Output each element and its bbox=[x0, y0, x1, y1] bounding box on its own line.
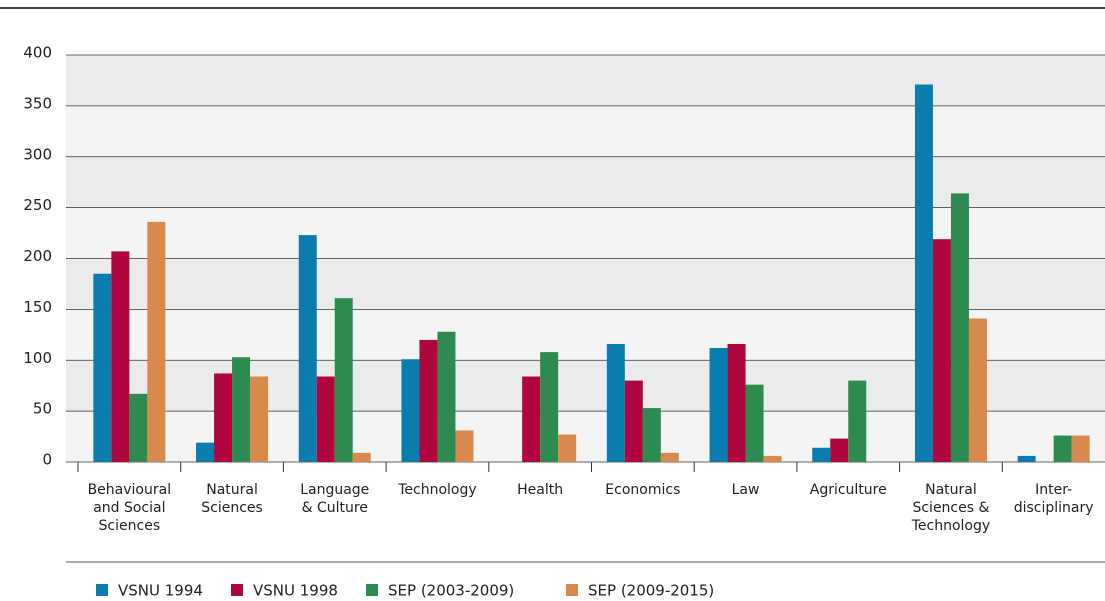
bar bbox=[968, 318, 987, 462]
y-tick-label: 400 bbox=[23, 44, 52, 62]
plot-band bbox=[66, 105, 1105, 157]
bar bbox=[455, 430, 474, 462]
legend-swatch bbox=[96, 584, 108, 596]
bar bbox=[830, 438, 849, 462]
bar bbox=[250, 376, 269, 462]
y-tick-label: 300 bbox=[23, 145, 52, 163]
bar bbox=[727, 343, 746, 462]
bar bbox=[419, 339, 438, 462]
bar bbox=[1053, 435, 1072, 462]
legend-swatch bbox=[566, 584, 578, 596]
bar bbox=[606, 343, 625, 462]
y-tick-label: 150 bbox=[23, 298, 52, 316]
x-tick-label: Natural Sciences bbox=[201, 482, 263, 516]
x-tick-label: Inter-disciplinary bbox=[1014, 482, 1094, 516]
legend-label: VSNU 1994 bbox=[118, 582, 203, 600]
x-tick-label: Economics bbox=[605, 482, 680, 498]
bar bbox=[624, 380, 643, 462]
bar bbox=[1017, 455, 1036, 462]
plot-band bbox=[66, 156, 1105, 208]
x-tick-label: Behavioural and Social Sciences bbox=[88, 482, 172, 534]
x-tick-label: Agriculture bbox=[810, 482, 887, 498]
bar bbox=[745, 384, 764, 462]
bar bbox=[334, 298, 353, 462]
bar bbox=[763, 455, 782, 462]
y-tick-label: 0 bbox=[42, 451, 52, 469]
bar bbox=[129, 393, 148, 462]
bar bbox=[848, 380, 867, 462]
bar bbox=[352, 452, 371, 462]
legend-swatch bbox=[366, 584, 378, 596]
bar bbox=[914, 84, 933, 462]
legend-label: SEP (2003-2009) bbox=[388, 582, 514, 600]
bar bbox=[709, 348, 728, 462]
x-tick-label: Natural Sciences & Technology bbox=[911, 482, 990, 534]
bar bbox=[111, 251, 130, 462]
bar bbox=[812, 447, 831, 462]
bar bbox=[540, 352, 559, 462]
bar bbox=[232, 357, 251, 462]
x-tick-label: Language & Culture bbox=[300, 482, 369, 516]
y-tick-label: 100 bbox=[23, 349, 52, 367]
bar bbox=[196, 442, 215, 462]
x-tick-label: Health bbox=[517, 482, 563, 498]
y-tick-label: 50 bbox=[33, 400, 52, 418]
y-tick-label: 250 bbox=[23, 196, 52, 214]
bar bbox=[660, 452, 679, 462]
bar bbox=[642, 408, 661, 462]
x-tick-label: Law bbox=[732, 482, 760, 498]
bar bbox=[401, 359, 420, 462]
legend-swatch bbox=[231, 584, 243, 596]
bar bbox=[1071, 435, 1090, 462]
x-tick-label: Technology bbox=[397, 482, 476, 498]
bar bbox=[93, 273, 112, 462]
bar bbox=[147, 221, 166, 462]
y-tick-label: 350 bbox=[23, 94, 52, 112]
legend-label: SEP (2009-2015) bbox=[588, 582, 714, 600]
bar bbox=[932, 239, 951, 462]
bar bbox=[950, 193, 969, 462]
bar bbox=[214, 373, 233, 462]
bar bbox=[316, 376, 335, 462]
bar bbox=[298, 235, 317, 462]
bar bbox=[558, 434, 577, 462]
y-tick-label: 200 bbox=[23, 247, 52, 265]
bar bbox=[437, 331, 456, 462]
plot-band bbox=[66, 55, 1105, 106]
bar bbox=[522, 376, 541, 462]
legend-label: VSNU 1998 bbox=[253, 582, 338, 600]
